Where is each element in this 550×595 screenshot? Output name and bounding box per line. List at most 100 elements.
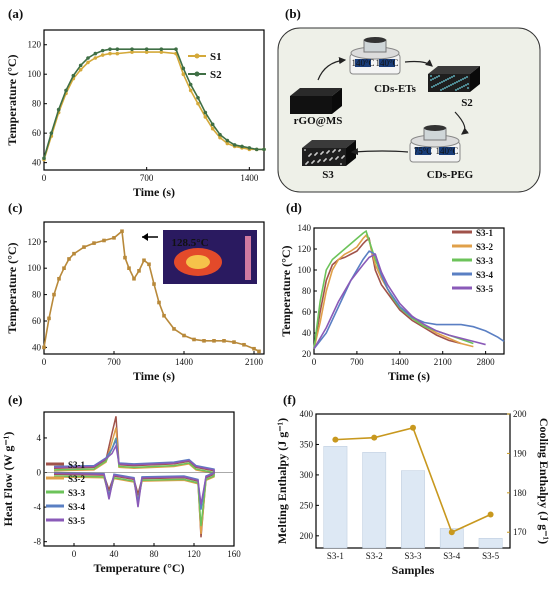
legend-label: S3-4 — [476, 270, 494, 280]
block-particle — [437, 83, 439, 85]
thermal-core — [186, 255, 210, 269]
x-tick-label: 160 — [227, 549, 241, 559]
legend-label: S3-2 — [68, 474, 86, 484]
data-point — [147, 262, 151, 267]
x-tick-label: 700 — [107, 357, 121, 367]
data-point — [115, 51, 120, 56]
data-point — [252, 346, 256, 351]
bar — [439, 528, 464, 549]
legend-label: S3-5 — [476, 284, 494, 294]
data-point — [142, 258, 146, 263]
x-tick-label: 2100 — [434, 357, 453, 367]
x-tick-label: S3-4 — [443, 551, 461, 561]
y-tick-label: 40 — [32, 342, 42, 352]
data-point — [410, 424, 416, 431]
hotplate-cds-ets: 140°C 140°C — [349, 37, 401, 75]
legend-marker — [194, 71, 200, 77]
data-point — [42, 345, 46, 350]
y2-axis-title: Cooling Enthalpy (J g⁻¹) — [537, 418, 550, 544]
chart-e: 0 40 80 120 160 -8 -4 0 4 Temperature (°C) Heat Fl… — [1, 411, 241, 575]
block-particle — [307, 161, 309, 163]
y-tick-label: 4 — [37, 433, 42, 443]
data-point — [210, 122, 215, 127]
data-point — [72, 251, 76, 256]
arrow-2 — [404, 59, 433, 67]
data-point — [71, 73, 76, 78]
block-particle — [316, 152, 318, 154]
data-point — [222, 339, 226, 343]
data-point — [93, 56, 98, 60]
data-point — [130, 47, 134, 51]
x-tick-label: 700 — [140, 173, 154, 183]
y-axis-title: Temperature (°C) — [5, 54, 19, 145]
x-tick-label: S3-5 — [482, 551, 500, 561]
y2-tick-label: 200 — [513, 409, 527, 419]
bar — [478, 538, 503, 549]
y-tick-label: 250 — [300, 500, 314, 510]
data-point — [202, 339, 206, 343]
block-particle — [438, 75, 440, 77]
data-point — [108, 47, 112, 51]
legend: S3-1 S3-2 S3-3 S3-4 S3-5 — [46, 460, 86, 526]
data-point — [159, 50, 164, 54]
data-point — [196, 95, 200, 100]
data-point — [67, 257, 71, 261]
block-front — [290, 96, 332, 114]
data-point — [218, 135, 222, 140]
data-point — [123, 255, 127, 260]
block-particle — [445, 79, 447, 81]
x-tick-label: 700 — [350, 357, 364, 367]
label-s2: S2 — [461, 97, 473, 109]
legend: S3-1 S3-2 S3-3 S3-4 S3-5 — [452, 228, 494, 294]
block-particle — [466, 76, 468, 78]
plot-frame — [43, 411, 235, 547]
x-tick-label: 1400 — [175, 357, 194, 367]
panel-label-f: (f) — [283, 392, 296, 407]
data-point — [218, 132, 222, 137]
block-particle — [456, 81, 458, 83]
data-point — [86, 60, 90, 65]
y-axis-title: Melting Enthalpy (J g⁻¹) — [275, 418, 289, 544]
legend-label: S1 — [210, 51, 222, 63]
plot-frame — [43, 29, 265, 171]
data-point — [257, 349, 261, 354]
y2-tick-label: 190 — [513, 448, 527, 458]
data-point — [332, 436, 339, 443]
x-tick-label: 2100 — [245, 357, 264, 367]
y2-tick-label: 170 — [513, 527, 527, 537]
data-point — [225, 141, 230, 146]
data-point — [102, 238, 106, 243]
panel-label-e: (e) — [8, 392, 22, 407]
data-point — [188, 82, 193, 87]
block-particle — [430, 75, 432, 77]
data-point — [120, 229, 124, 234]
block-particle — [435, 84, 437, 86]
display-left-text: 75°C — [414, 146, 433, 156]
x-tick-label: 40 — [110, 549, 120, 559]
block-rgo-ms — [290, 88, 342, 114]
hotplate-cds-peg: 75°C 140°C — [409, 125, 461, 163]
block-particle — [452, 83, 454, 85]
data-point — [108, 51, 112, 56]
data-point — [203, 110, 208, 115]
bar — [323, 446, 348, 549]
data-point — [174, 47, 178, 51]
data-point — [181, 66, 186, 71]
y-tick-label: 120 — [298, 244, 312, 254]
data-point — [62, 266, 66, 270]
data-point — [181, 72, 186, 77]
y-tick-label: 100 — [28, 69, 42, 79]
x-tick-label: S3-3 — [404, 551, 422, 561]
block-s3 — [302, 140, 356, 166]
y-tick-label: 200 — [300, 531, 314, 541]
display-right-text: 140°C — [435, 146, 458, 156]
label-s3: S3 — [322, 169, 334, 181]
block-particle — [433, 85, 435, 87]
label-cds-ets: CDs-ETs — [374, 83, 416, 95]
x-axis-title: Time (s) — [133, 185, 175, 199]
data-point — [112, 236, 116, 240]
x-axis-title: Time (s) — [133, 369, 175, 383]
block-particle — [447, 78, 449, 80]
block-particle — [436, 76, 438, 78]
block-particle — [337, 156, 339, 158]
